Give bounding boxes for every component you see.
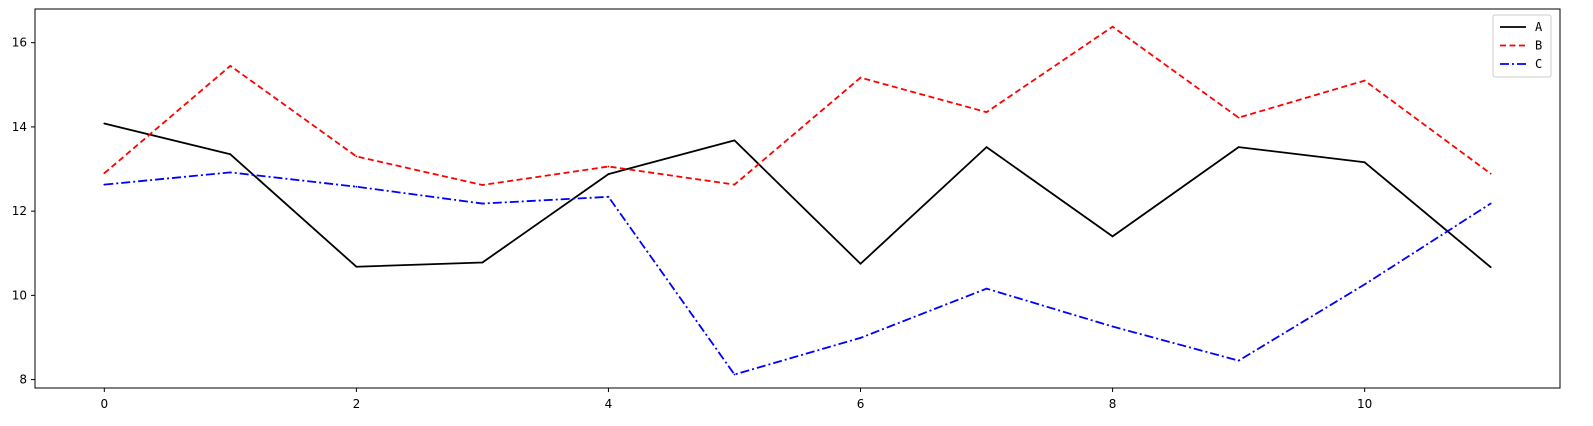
x-tick-label: 4 <box>605 397 613 411</box>
data-point-a-8 <box>1111 235 1114 238</box>
x-tick-label: 8 <box>1109 397 1117 411</box>
data-point-a-4 <box>607 173 610 175</box>
x-tick-label: 10 <box>1357 397 1372 411</box>
data-point-a-10 <box>1363 161 1366 164</box>
axes-layer: 0 2 4 6 8 10 8 10 12 14 16 <box>12 8 1561 411</box>
legend-label-c: C <box>1535 57 1542 71</box>
y-tick-label: 8 <box>19 373 27 387</box>
x-tick-label: 0 <box>100 397 108 411</box>
data-point-c-5 <box>733 373 736 376</box>
data-point-a-6 <box>859 262 862 265</box>
data-point-a-5 <box>733 139 736 142</box>
y-tick-label: 14 <box>12 120 27 134</box>
data-point-b-10 <box>1363 79 1366 82</box>
data-point-c-11 <box>1489 202 1492 205</box>
series-line-c <box>104 171 1492 376</box>
data-point-c-2 <box>355 185 358 188</box>
data-point-b-8 <box>1111 25 1114 28</box>
y-tick-label: 16 <box>12 36 27 50</box>
data-point-a-2 <box>355 265 358 268</box>
data-point-b-11 <box>1489 172 1492 175</box>
data-point-c-1 <box>229 171 232 174</box>
plot-frame <box>34 8 1561 389</box>
y-tick-label: 12 <box>12 204 27 218</box>
legend: ABC <box>1492 14 1552 78</box>
data-point-b-5 <box>733 183 736 186</box>
data-point-b-0 <box>103 172 106 175</box>
data-point-b-7 <box>985 111 988 114</box>
data-point-a-11 <box>1489 266 1492 269</box>
legend-label-a: A <box>1535 20 1543 34</box>
data-point-b-9 <box>1237 116 1240 119</box>
data-point-b-2 <box>355 155 358 158</box>
data-point-c-9 <box>1237 359 1240 362</box>
data-point-b-1 <box>229 64 232 67</box>
data-point-c-6 <box>859 336 862 339</box>
data-point-a-0 <box>103 122 106 125</box>
data-point-b-3 <box>481 184 484 186</box>
data-point-a-1 <box>229 153 232 156</box>
x-tick-label: 2 <box>353 397 361 411</box>
x-tick-label: 6 <box>857 397 865 411</box>
data-point-a-7 <box>985 146 988 149</box>
data-point-c-4 <box>607 195 610 198</box>
data-point-c-0 <box>103 183 106 186</box>
data-point-c-8 <box>1111 325 1114 328</box>
series-line-a <box>104 122 1492 268</box>
data-point-c-10 <box>1363 283 1366 286</box>
data-point-a-9 <box>1237 146 1240 149</box>
y-tick-label: 10 <box>12 288 27 302</box>
data-point-a-3 <box>481 261 484 264</box>
data-point-b-4 <box>607 165 610 168</box>
data-point-c-7 <box>985 287 988 290</box>
series-line-b <box>103 25 1492 186</box>
data-point-c-3 <box>481 202 484 205</box>
legend-label-b: B <box>1535 39 1542 53</box>
data-point-b-6 <box>859 76 862 79</box>
series-layer <box>103 25 1492 376</box>
